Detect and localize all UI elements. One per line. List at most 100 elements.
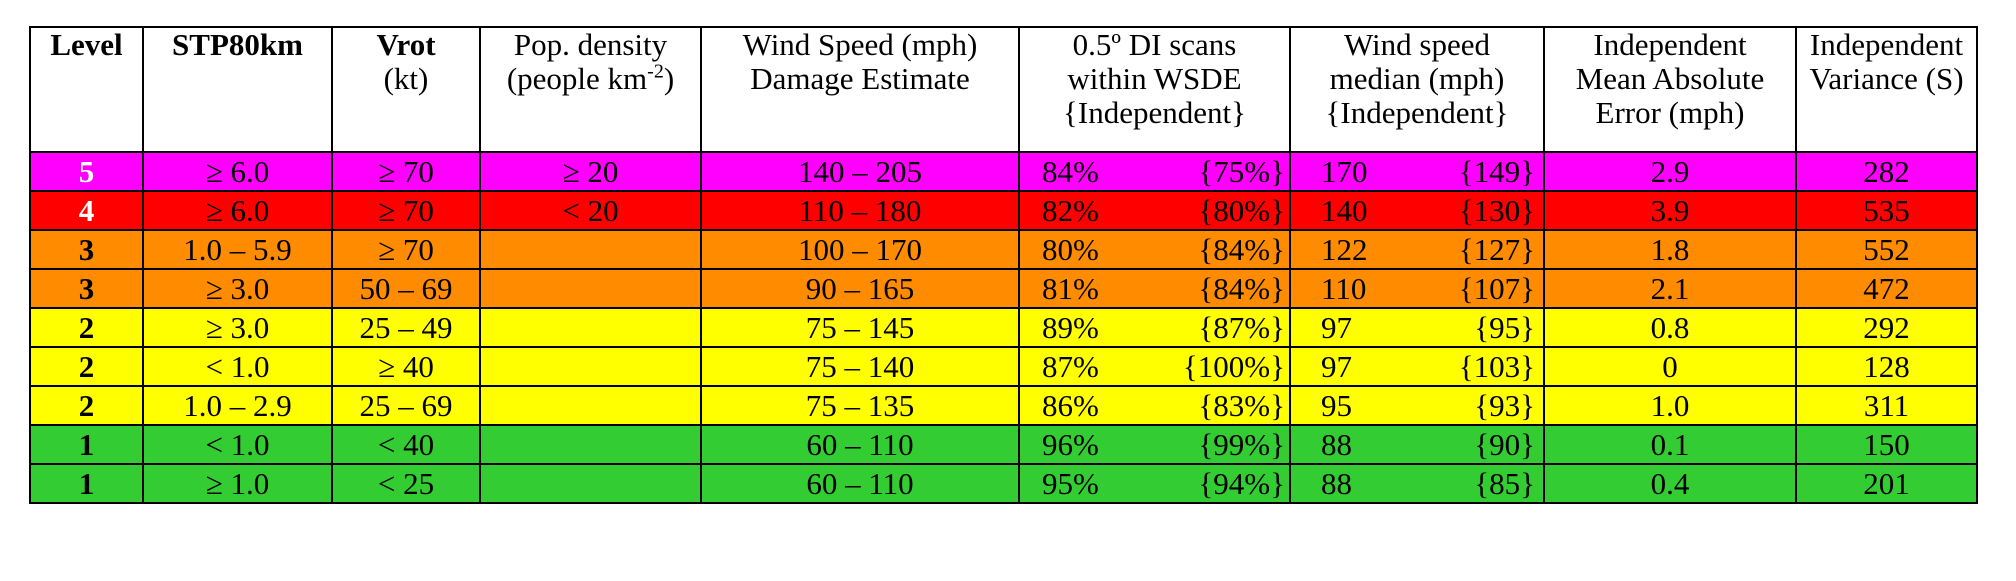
cell-mae: 0 — [1543, 346, 1797, 387]
cell-level: 3 — [29, 229, 144, 270]
cell-mae: 3.9 — [1543, 190, 1797, 231]
cell-wsde: 100 – 170 — [700, 229, 1020, 270]
cell-wind-median-independent: {107} — [1458, 270, 1535, 306]
cell-wind-median-independent: {149} — [1458, 153, 1535, 189]
cell-variance: 292 — [1795, 307, 1978, 348]
cell-di-scans-independent: {80%} — [1198, 192, 1285, 228]
cell-wind-median-independent: {85} — [1474, 465, 1535, 501]
header-mean-absolute-error: Independent Mean Absolute Error (mph) — [1543, 26, 1797, 153]
cell-wind-median: 95 {93} — [1289, 385, 1545, 426]
cell-wind-median: 88 {90} — [1289, 424, 1545, 465]
cell-variance: 535 — [1795, 190, 1978, 231]
cell-di-scans: 84% {75%} — [1018, 151, 1291, 192]
cell-mae: 0.1 — [1543, 424, 1797, 465]
cell-stp80km: ≥ 1.0 — [142, 463, 333, 504]
cell-di-scans-independent: {87%} — [1198, 309, 1285, 345]
cell-pop-density — [479, 346, 702, 387]
cell-stp80km: ≥ 3.0 — [142, 268, 333, 309]
cell-variance: 282 — [1795, 151, 1978, 192]
cell-di-scans-independent: {94%} — [1198, 465, 1285, 501]
cell-di-scans: 81% {84%} — [1018, 268, 1291, 309]
cell-variance: 201 — [1795, 463, 1978, 504]
header-stp80km: STP80km — [142, 26, 333, 153]
cell-level: 3 — [29, 268, 144, 309]
table-row: 3 ≥ 3.0 50 – 69 90 – 165 81% {84%} 110 {107} 2.1… — [29, 268, 1978, 309]
cell-di-scans: 95% {94%} — [1018, 463, 1291, 504]
cell-wind-median-value: 88 — [1321, 465, 1352, 501]
cell-di-scans-independent: {75%} — [1198, 153, 1285, 189]
cell-wind-median-value: 170 — [1321, 153, 1368, 189]
cell-wsde: 90 – 165 — [700, 268, 1020, 309]
cell-vrot: ≥ 70 — [331, 229, 481, 270]
cell-di-scans-independent: {83%} — [1198, 387, 1285, 423]
cell-wsde: 140 – 205 — [700, 151, 1020, 192]
cell-vrot: ≥ 70 — [331, 190, 481, 231]
cell-di-scans-value: 87% — [1042, 348, 1099, 384]
cell-wind-median: 97 {103} — [1289, 346, 1545, 387]
cell-wind-median-independent: {103} — [1458, 348, 1535, 384]
cell-level: 5 — [29, 151, 144, 192]
cell-di-scans: 87% {100%} — [1018, 346, 1291, 387]
cell-mae: 2.1 — [1543, 268, 1797, 309]
cell-level: 2 — [29, 346, 144, 387]
cell-stp80km: 1.0 – 5.9 — [142, 229, 333, 270]
cell-di-scans-value: 86% — [1042, 387, 1099, 423]
table-row: 3 1.0 – 5.9 ≥ 70 100 – 170 80% {84%} 122 {127} 1… — [29, 229, 1978, 270]
cell-di-scans-value: 80% — [1042, 231, 1099, 267]
cell-wind-median: 170 {149} — [1289, 151, 1545, 192]
cell-stp80km: 1.0 – 2.9 — [142, 385, 333, 426]
cell-wsde: 75 – 135 — [700, 385, 1020, 426]
cell-mae: 1.0 — [1543, 385, 1797, 426]
cell-vrot: 50 – 69 — [331, 268, 481, 309]
cell-wind-median: 110 {107} — [1289, 268, 1545, 309]
table-row: 2 ≥ 3.0 25 – 49 75 – 145 89% {87%} 97 {95} 0.8 29… — [29, 307, 1978, 348]
table-row: 1 < 1.0 < 40 60 – 110 96% {99%} 88 {90} 0.1 150 — [29, 424, 1978, 465]
cell-mae: 1.8 — [1543, 229, 1797, 270]
cell-stp80km: < 1.0 — [142, 346, 333, 387]
cell-di-scans-independent: {84%} — [1198, 231, 1285, 267]
cell-di-scans-value: 95% — [1042, 465, 1099, 501]
cell-pop-density — [479, 307, 702, 348]
table-body: 5 ≥ 6.0 ≥ 70 ≥ 20 140 – 205 84% {75%} 170 {149} 2… — [29, 151, 1978, 504]
cell-wsde: 60 – 110 — [700, 424, 1020, 465]
cell-pop-density — [479, 229, 702, 270]
header-di-scans: 0.5º DI scans within WSDE {Independent} — [1018, 26, 1291, 153]
cell-di-scans-value: 84% — [1042, 153, 1099, 189]
cell-mae: 0.4 — [1543, 463, 1797, 504]
cell-variance: 472 — [1795, 268, 1978, 309]
cell-stp80km: ≥ 3.0 — [142, 307, 333, 348]
cell-level: 2 — [29, 385, 144, 426]
cell-level: 1 — [29, 463, 144, 504]
cell-wind-median: 97 {95} — [1289, 307, 1545, 348]
tornado-level-table: Level STP80km Vrot (kt) Pop. density (pe… — [29, 26, 1978, 504]
cell-level: 4 — [29, 190, 144, 231]
header-variance: Independent Variance (S) — [1795, 26, 1978, 153]
cell-stp80km: ≥ 6.0 — [142, 190, 333, 231]
cell-wind-median-value: 110 — [1321, 270, 1367, 306]
cell-level: 1 — [29, 424, 144, 465]
cell-di-scans: 96% {99%} — [1018, 424, 1291, 465]
cell-wind-median: 122 {127} — [1289, 229, 1545, 270]
cell-wsde: 75 – 140 — [700, 346, 1020, 387]
cell-wind-median-independent: {93} — [1474, 387, 1535, 423]
cell-variance: 128 — [1795, 346, 1978, 387]
cell-mae: 0.8 — [1543, 307, 1797, 348]
cell-pop-density — [479, 385, 702, 426]
cell-wind-median-value: 140 — [1321, 192, 1368, 228]
header-row: Level STP80km Vrot (kt) Pop. density (pe… — [29, 26, 1978, 153]
cell-vrot: < 25 — [331, 463, 481, 504]
cell-di-scans-value: 82% — [1042, 192, 1099, 228]
cell-di-scans-independent: {100%} — [1182, 348, 1285, 384]
header-vrot: Vrot (kt) — [331, 26, 481, 153]
cell-di-scans-value: 81% — [1042, 270, 1099, 306]
cell-wsde: 75 – 145 — [700, 307, 1020, 348]
table-row: 1 ≥ 1.0 < 25 60 – 110 95% {94%} 88 {85} 0.4 201 — [29, 463, 1978, 504]
cell-wind-median-independent: {130} — [1458, 192, 1535, 228]
cell-pop-density: < 20 — [479, 190, 702, 231]
cell-wind-median-value: 97 — [1321, 309, 1352, 345]
header-level: Level — [29, 26, 144, 153]
header-wind-speed-damage-estimate: Wind Speed (mph) Damage Estimate — [700, 26, 1020, 153]
cell-stp80km: < 1.0 — [142, 424, 333, 465]
cell-mae: 2.9 — [1543, 151, 1797, 192]
cell-vrot: < 40 — [331, 424, 481, 465]
